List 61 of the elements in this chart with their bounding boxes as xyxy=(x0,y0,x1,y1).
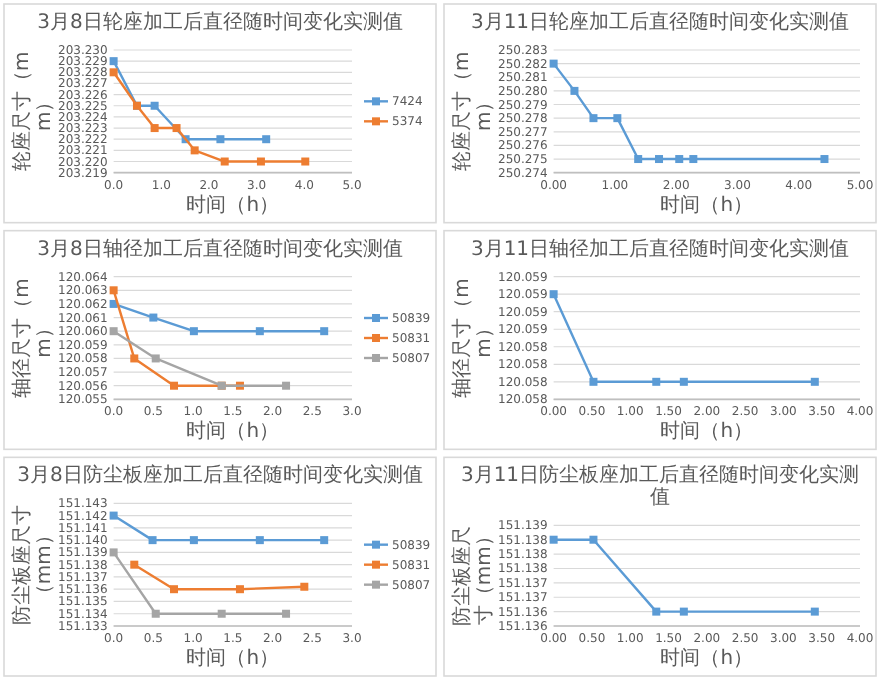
y-axis-title: 轮座尺寸（mm） xyxy=(10,51,56,172)
x-axis-title: 时间（h） xyxy=(186,419,280,444)
y-axis-title: 轴径尺寸（mm） xyxy=(10,278,56,398)
point xyxy=(109,68,118,77)
point xyxy=(220,157,229,166)
point xyxy=(109,57,118,66)
chart-title: 3月8日防尘板座加工后直径随时间变化实测值 xyxy=(17,463,423,488)
point xyxy=(150,101,159,110)
y-axis-title: 防尘板座尺寸（mm） xyxy=(450,525,496,626)
y-axis-title: 防尘板座尺寸（mm） xyxy=(10,504,56,625)
x-axis-title: 时间（h） xyxy=(660,192,754,217)
chart-title: 3月11日轴径加工后直径随时间变化实测值 xyxy=(470,236,850,261)
point xyxy=(655,155,664,164)
point xyxy=(256,157,265,166)
chart-title: 3月8日轮座加工后直径随时间变化实测值 xyxy=(37,10,403,34)
point xyxy=(300,582,309,591)
point xyxy=(613,114,622,123)
point xyxy=(301,157,310,166)
point xyxy=(262,135,271,144)
chart-title: 3月11日防尘板座加工后直径随时间变化实测值 xyxy=(460,463,860,510)
point xyxy=(689,155,698,164)
point xyxy=(570,86,579,95)
x-axis-title: 时间（h） xyxy=(186,192,280,217)
point xyxy=(151,609,160,618)
point xyxy=(216,135,225,144)
point xyxy=(170,381,179,390)
point xyxy=(255,536,264,545)
point xyxy=(109,327,118,336)
point xyxy=(151,354,160,363)
point xyxy=(130,560,139,569)
chart-title: 3月11日轮座加工后直径随时间变化实测值 xyxy=(470,10,850,34)
point xyxy=(282,609,291,618)
point xyxy=(109,548,118,557)
point xyxy=(217,609,226,618)
point xyxy=(589,114,598,123)
point xyxy=(320,327,329,336)
point xyxy=(549,59,558,68)
point xyxy=(170,585,179,594)
point xyxy=(320,536,329,545)
y-axis-title: 轴径尺寸（mm） xyxy=(450,278,496,398)
point xyxy=(820,155,829,164)
point xyxy=(172,124,181,133)
point xyxy=(190,146,199,155)
point xyxy=(148,536,157,545)
point xyxy=(634,155,643,164)
x-axis-title: 时间（h） xyxy=(660,419,754,444)
point xyxy=(149,313,158,322)
y-axis-title: 轮座尺寸（mm） xyxy=(450,51,496,172)
point xyxy=(109,286,118,295)
point xyxy=(130,354,139,363)
x-axis-title: 时间（h） xyxy=(186,646,280,670)
point xyxy=(282,381,291,390)
point xyxy=(150,124,159,133)
point xyxy=(235,585,244,594)
chart-title: 3月8日轴径加工后直径随时间变化实测值 xyxy=(37,236,403,261)
point xyxy=(189,536,198,545)
x-axis-title: 时间（h） xyxy=(660,646,754,670)
point xyxy=(255,327,264,336)
point xyxy=(109,511,118,520)
point xyxy=(189,327,198,336)
point xyxy=(675,155,684,164)
